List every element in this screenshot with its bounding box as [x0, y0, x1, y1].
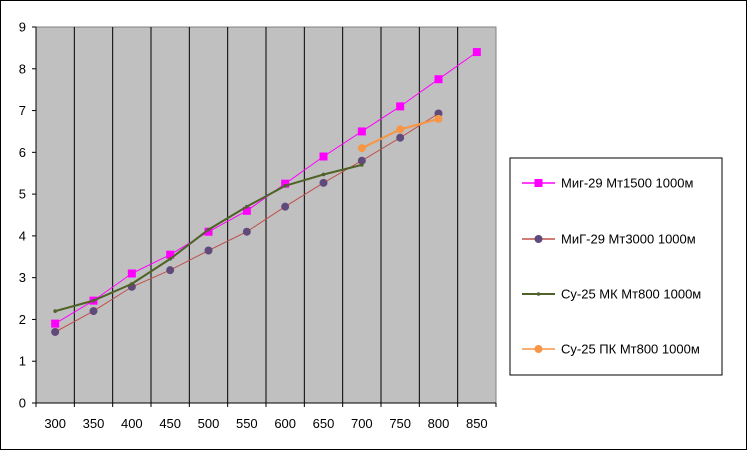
data-point — [127, 269, 136, 278]
data-point — [242, 206, 251, 215]
data-point — [472, 48, 481, 57]
x-tick-label: 750 — [389, 416, 411, 431]
y-tick-label: 6 — [19, 145, 26, 160]
data-point — [396, 125, 405, 134]
data-point — [283, 183, 287, 188]
data-point — [321, 172, 326, 177]
data-point — [53, 309, 57, 313]
data-point — [168, 257, 172, 261]
legend-swatch-marker — [534, 179, 543, 187]
x-tick-label: 450 — [159, 416, 181, 431]
data-point — [319, 152, 328, 161]
x-tick-label: 700 — [351, 416, 373, 431]
data-point — [204, 227, 213, 236]
data-point — [396, 102, 405, 111]
x-tick-label: 350 — [83, 416, 105, 431]
data-point — [91, 298, 96, 303]
data-point — [245, 204, 249, 209]
data-point — [51, 327, 60, 336]
data-point — [357, 156, 366, 165]
y-tick-label: 1 — [19, 354, 26, 369]
data-point — [434, 75, 443, 84]
data-point — [166, 266, 175, 275]
x-tick-label: 500 — [198, 416, 220, 431]
data-point — [242, 227, 251, 236]
legend-swatch-marker — [534, 345, 543, 353]
y-tick-label: 7 — [19, 103, 26, 118]
data-point — [357, 144, 366, 153]
data-point — [130, 282, 134, 286]
legend-label: Су-25 МК Мт800 1000м — [561, 287, 701, 302]
legend-label: МиГ-29 Мт3000 1000м — [561, 232, 696, 247]
legend-label: Су-25 ПК Мт800 1000м — [561, 342, 700, 357]
data-point — [206, 227, 211, 232]
y-tick-label: 8 — [19, 61, 26, 76]
legend-swatch-marker — [536, 292, 541, 296]
data-point — [204, 246, 213, 255]
data-point — [434, 114, 443, 123]
x-tick-label: 650 — [313, 416, 335, 431]
legend-label: Миг-29 Мт1500 1000м — [561, 176, 693, 191]
y-tick-label: 2 — [19, 312, 26, 327]
y-tick-label: 5 — [19, 187, 26, 202]
x-tick-label: 600 — [274, 416, 296, 431]
data-point — [89, 307, 98, 316]
y-tick-label: 9 — [19, 20, 26, 35]
x-tick-label: 300 — [44, 416, 66, 431]
data-point — [357, 127, 366, 136]
data-point — [396, 133, 405, 142]
data-point — [281, 202, 290, 211]
y-tick-label: 3 — [19, 270, 26, 285]
legend-swatch-marker — [534, 235, 543, 243]
x-tick-label: 550 — [236, 416, 258, 431]
x-tick-label: 850 — [466, 416, 488, 431]
data-point — [166, 250, 175, 259]
y-tick-label: 0 — [19, 396, 26, 411]
x-tick-label: 800 — [428, 416, 450, 431]
y-tick-label: 4 — [19, 228, 26, 243]
data-point — [360, 163, 364, 167]
tick-layer: 0 1 2 3 4 5 6 7 8 9 300 350 400 450 500 550 600 650 700 750… — [19, 20, 497, 431]
data-point — [51, 319, 60, 328]
x-tick-label: 400 — [121, 416, 143, 431]
series-layer — [51, 48, 481, 336]
legend: Миг-29 Мт1500 1000м МиГ-29 Мт3000 1000м Су… — [509, 157, 723, 376]
legend-box — [509, 157, 723, 376]
data-point — [319, 178, 328, 187]
data-point — [281, 179, 290, 188]
grid-layer — [73, 27, 459, 403]
